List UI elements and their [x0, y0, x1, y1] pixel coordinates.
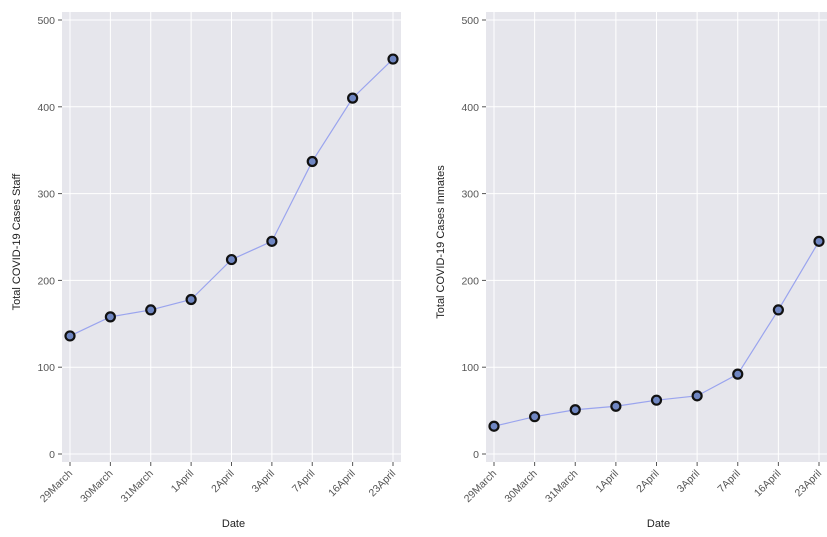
data-point: [610, 400, 622, 412]
y-tick-label: 200: [461, 275, 479, 287]
y-tick-label: 400: [461, 102, 479, 114]
x-tick-label: 31March: [118, 468, 155, 505]
data-point: [650, 394, 663, 406]
data-point: [104, 311, 116, 323]
data-point: [185, 293, 197, 306]
x-axis-title: Date: [222, 518, 245, 530]
y-axis-title: Total COVID-19 Cases Inmates: [435, 165, 447, 319]
x-tick-label: 7April: [290, 468, 317, 495]
y-tick-label: 100: [461, 362, 479, 374]
data-point: [813, 235, 825, 247]
x-tick-label: 7April: [715, 468, 742, 495]
y-tick-label: 300: [461, 189, 479, 201]
y-tick-label: 500: [37, 15, 55, 27]
x-tick-label: 3April: [675, 468, 702, 495]
x-tick-label: 29March: [462, 468, 499, 505]
y-tick-label: 200: [37, 275, 55, 287]
x-tick-label: 16April: [752, 468, 784, 500]
data-point: [488, 420, 500, 432]
x-tick-label: 23April: [793, 468, 825, 500]
data-point: [387, 53, 399, 65]
data-point: [569, 404, 581, 416]
x-tick-label: 30March: [502, 468, 539, 505]
y-tick-label: 400: [37, 102, 55, 114]
data-point: [145, 304, 157, 316]
y-tick-label: 300: [37, 189, 55, 201]
x-tick-label: 3April: [250, 468, 277, 495]
data-point: [347, 92, 359, 104]
x-tick-label: 16April: [326, 468, 358, 500]
data-point: [306, 155, 318, 168]
x-tick-label: 2April: [634, 468, 661, 495]
x-tick-label: 23April: [367, 468, 399, 500]
data-point: [772, 304, 784, 316]
data-point: [529, 411, 541, 423]
x-tick-label: 2April: [209, 468, 236, 495]
y-tick-label: 100: [37, 362, 55, 374]
y-tick-label: 0: [49, 449, 55, 461]
y-tick-label: 0: [473, 449, 479, 461]
x-tick-label: 29March: [38, 468, 75, 505]
data-point: [732, 368, 744, 380]
data-point: [64, 330, 76, 342]
y-axis-title: Total COVID-19 Cases Staff: [11, 173, 23, 311]
x-tick-label: 1April: [169, 468, 196, 495]
x-axis-title: Date: [647, 518, 670, 530]
x-tick-label: 31March: [543, 468, 580, 505]
x-tick-label: 30March: [78, 468, 115, 505]
data-point: [266, 235, 278, 247]
data-point: [691, 390, 703, 402]
y-tick-label: 500: [461, 15, 479, 27]
data-point: [225, 253, 238, 266]
x-tick-label: 1April: [594, 468, 621, 495]
